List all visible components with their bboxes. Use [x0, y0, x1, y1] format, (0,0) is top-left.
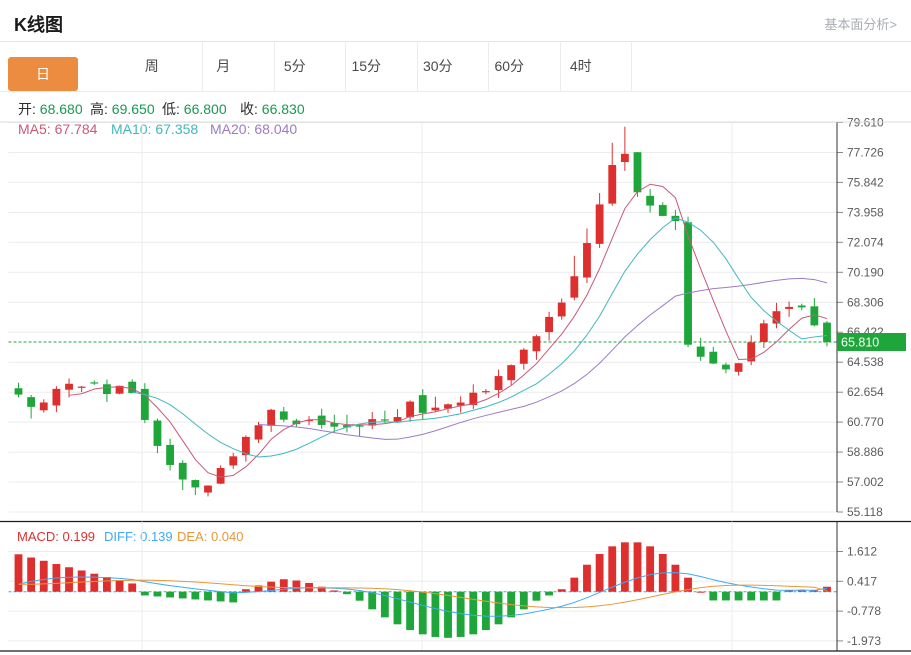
svg-text:57.002: 57.002	[847, 475, 884, 489]
svg-text:65.810: 65.810	[841, 335, 879, 349]
svg-text:70.190: 70.190	[847, 265, 884, 279]
svg-text:55.118: 55.118	[847, 505, 883, 519]
svg-text:-1.973: -1.973	[847, 634, 881, 648]
svg-text:60.770: 60.770	[847, 415, 884, 429]
svg-text:64.538: 64.538	[847, 355, 884, 369]
svg-text:72.074: 72.074	[847, 235, 884, 249]
svg-text:0.417: 0.417	[847, 574, 877, 588]
svg-text:73.958: 73.958	[847, 205, 884, 219]
svg-text:75.842: 75.842	[847, 175, 884, 189]
svg-text:58.886: 58.886	[847, 445, 884, 459]
svg-text:62.654: 62.654	[847, 385, 884, 399]
svg-text:68.306: 68.306	[847, 295, 884, 309]
svg-text:1.612: 1.612	[847, 545, 877, 559]
svg-text:-0.778: -0.778	[847, 604, 881, 618]
svg-text:77.726: 77.726	[847, 146, 884, 160]
